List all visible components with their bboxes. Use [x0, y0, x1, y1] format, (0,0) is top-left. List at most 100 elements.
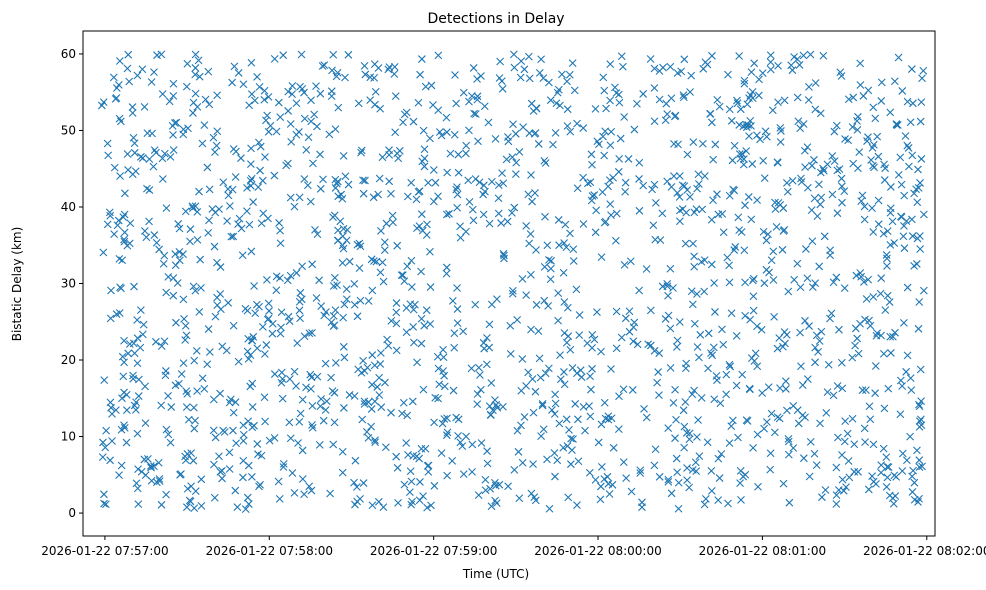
data-point	[725, 191, 734, 200]
data-point	[611, 236, 620, 245]
data-point	[741, 311, 750, 320]
data-point	[736, 467, 745, 475]
data-point	[898, 467, 907, 475]
data-point	[608, 480, 617, 489]
data-point	[327, 318, 336, 327]
data-point	[162, 204, 171, 213]
data-point	[575, 331, 584, 340]
data-point	[727, 116, 736, 125]
data-point	[766, 465, 775, 474]
data-point	[360, 366, 369, 375]
data-point	[277, 323, 285, 332]
data-point	[298, 85, 307, 93]
data-point	[755, 75, 763, 84]
data-point	[780, 96, 789, 105]
data-point	[431, 393, 440, 402]
data-point	[598, 188, 607, 197]
data-point	[120, 235, 128, 244]
data-point	[650, 64, 659, 73]
data-point	[442, 128, 451, 137]
data-point	[787, 61, 796, 70]
data-point	[758, 69, 767, 78]
data-point	[434, 364, 443, 373]
data-point	[157, 342, 166, 350]
data-point	[406, 467, 415, 476]
data-point	[331, 306, 340, 314]
data-point	[674, 140, 682, 149]
data-point	[546, 275, 555, 284]
data-point	[453, 190, 462, 199]
data-point	[292, 269, 301, 277]
data-point	[506, 350, 515, 358]
data-point	[431, 178, 440, 187]
data-point	[216, 290, 225, 298]
data-point	[710, 395, 719, 404]
data-point	[169, 291, 178, 300]
data-point	[579, 220, 588, 228]
data-point	[512, 158, 521, 167]
data-point	[689, 239, 697, 248]
data-point	[624, 155, 633, 163]
data-point	[794, 419, 803, 428]
data-point	[195, 308, 204, 316]
data-point	[722, 370, 731, 379]
data-point	[910, 261, 919, 270]
data-point	[915, 463, 924, 471]
data-point	[672, 454, 681, 463]
data-point	[856, 319, 864, 328]
data-point	[398, 409, 406, 418]
data-point	[892, 120, 901, 128]
data-point	[607, 127, 616, 136]
data-point	[329, 50, 338, 59]
data-point	[626, 257, 635, 266]
data-point	[525, 239, 534, 248]
data-point	[257, 451, 266, 460]
data-point	[429, 197, 438, 206]
data-point	[132, 398, 140, 407]
data-point	[510, 63, 519, 72]
data-point	[790, 275, 799, 284]
data-point	[756, 135, 764, 144]
data-point	[210, 493, 219, 502]
data-point	[812, 461, 821, 470]
data-point	[150, 146, 159, 155]
data-point	[195, 187, 203, 196]
data-point	[517, 57, 526, 66]
data-point	[680, 443, 689, 452]
data-point	[650, 461, 659, 470]
data-point	[198, 374, 207, 383]
data-point	[407, 283, 416, 291]
data-point	[724, 70, 732, 79]
data-point	[900, 191, 909, 200]
data-point	[882, 482, 891, 491]
data-point	[160, 337, 169, 346]
data-point	[918, 462, 926, 471]
data-point	[245, 101, 254, 110]
data-point	[114, 216, 123, 225]
data-point	[546, 264, 555, 273]
data-point	[487, 502, 496, 511]
data-point	[338, 447, 347, 456]
data-point	[615, 154, 624, 163]
data-point	[237, 224, 246, 233]
data-point	[818, 493, 826, 502]
data-point	[815, 337, 824, 345]
data-point	[243, 207, 251, 216]
data-point	[397, 271, 406, 280]
data-point	[554, 316, 562, 325]
data-point	[771, 198, 779, 207]
data-point	[919, 66, 928, 75]
data-point	[607, 365, 615, 373]
data-point	[588, 343, 596, 352]
data-point	[473, 400, 482, 408]
data-point	[680, 182, 689, 191]
data-point	[130, 148, 139, 157]
data-point	[244, 417, 253, 426]
data-point	[307, 384, 315, 393]
data-point	[140, 102, 149, 111]
data-point	[485, 219, 494, 228]
data-point	[706, 109, 715, 118]
data-point	[180, 314, 188, 323]
data-point	[113, 221, 122, 230]
data-point	[551, 128, 560, 137]
